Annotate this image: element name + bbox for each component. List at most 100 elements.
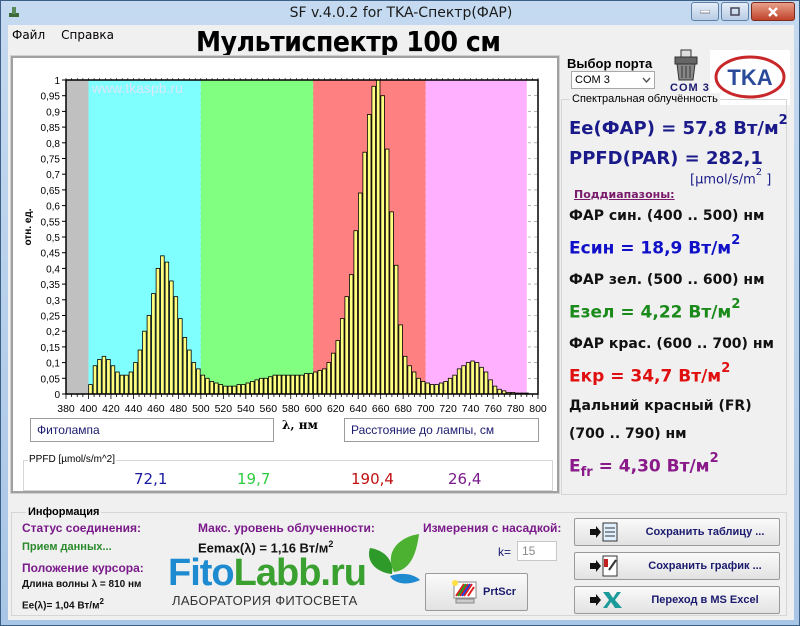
y-tick-label: 0,65 [41, 186, 61, 197]
spectrum-bar [340, 318, 345, 395]
save-chart-label: Сохранить график ... [648, 560, 762, 572]
subranges-label: Поддиапазоны: [574, 188, 675, 201]
spectrum-bar [429, 384, 435, 395]
nozzle-label: Измерения с насадкой: [423, 521, 562, 535]
spectrum-bar [456, 368, 462, 395]
spectrum-bar [371, 85, 376, 395]
spectrum-bar [308, 373, 313, 395]
spectrum-bar [146, 315, 152, 395]
y-tick-label: 0 [54, 390, 60, 401]
spectrum-bar [344, 296, 349, 395]
y-tick-label: 0,95 [41, 92, 61, 103]
spectrum-bar [173, 296, 179, 395]
prtscr-button[interactable]: PrtScr [425, 573, 528, 611]
y-tick-label: 0,6 [46, 202, 60, 213]
spectrum-bar [438, 382, 444, 395]
excel-label: Переход в MS Excel [651, 594, 759, 606]
spectrum-bar [483, 371, 489, 395]
irradiance-panel: Спектральная облучённость Ee(ФАР) = 57,8… [561, 93, 788, 495]
info-legend: Информация [26, 506, 102, 518]
x-tick-label: 800 [529, 403, 547, 415]
spectrum-bar [106, 359, 111, 395]
ppfd-label: PPFD [µmol/s/m^2] [28, 454, 117, 465]
red-value: Eкр = 34,7 Вт/м2 [569, 361, 731, 387]
spectrum-bar [241, 384, 246, 395]
spectrum-bar [281, 374, 286, 395]
maximize-button[interactable] [721, 2, 749, 21]
green-value: Eзел = 4,22 Вт/м2 [569, 297, 741, 323]
x-tick-label: 440 [125, 403, 143, 415]
spectrum-bar [124, 374, 129, 395]
x-tick-label: 660 [372, 403, 390, 415]
spectrum-bar [402, 355, 408, 395]
menu-file[interactable]: Файл [12, 28, 46, 42]
y-tick-label: 0,7 [46, 170, 60, 181]
spectrum-bar [479, 366, 484, 395]
x-tick-label: 480 [170, 403, 188, 415]
k-coefficient-input[interactable]: 15 [517, 541, 557, 561]
info-panel: Информация Статус соединения: Прием данн… [11, 506, 787, 616]
page-title: Мультиспектр 100 см [196, 25, 501, 58]
spectrum-bar [357, 192, 363, 395]
spectrum-bar [259, 377, 264, 395]
chevron-down-icon [642, 77, 651, 83]
y-tick-label: 0,75 [41, 155, 61, 166]
spectrum-bar [88, 384, 93, 395]
x-tick-label: 560 [260, 403, 278, 415]
spectrum-bar [380, 95, 385, 395]
excel-button[interactable]: Переход в MS Excel [574, 586, 780, 614]
watermark: www.tkaspb.ru [91, 80, 183, 96]
spectrum-bar [393, 264, 399, 395]
spectrum-bar [250, 381, 255, 395]
minimize-button[interactable] [691, 2, 719, 21]
max-label: Макс. уровень облученности: [198, 521, 375, 535]
y-tick-label: 0,25 [41, 312, 61, 323]
y-tick-label: 0,15 [41, 343, 61, 354]
spectrum-bar [160, 255, 165, 395]
spectrum-chart[interactable]: www.tkaspb.ru 0 0,05 0,1 0,15 0,2 0,25 0,3 0,35 0… [13, 58, 557, 491]
spectrum-bar [101, 355, 107, 395]
spectrum-bar [389, 211, 394, 395]
k-label: k= [498, 545, 512, 559]
blue-value: Eсин = 18,9 Вт/м2 [569, 233, 741, 259]
save-table-button[interactable]: Сохранить таблицу ... [574, 518, 780, 546]
client-area: Файл Справка Мультиспектр 100 см www.tka… [8, 25, 794, 620]
y-tick-label: 0,8 [46, 139, 60, 150]
y-tick-label: 0,4 [46, 264, 60, 275]
spectrum-bar [110, 365, 116, 395]
tka-logo: TKA [710, 50, 790, 105]
spectrum-bar [209, 381, 215, 395]
band-far-red [425, 80, 527, 394]
close-button[interactable] [751, 2, 795, 21]
spectrum-bar [119, 374, 125, 395]
spectrum-bar [398, 324, 403, 395]
port-select[interactable]: COM 3 [571, 71, 655, 89]
irradiance-legend: Спектральная облучённость [570, 93, 720, 105]
spectrum-bar [295, 374, 300, 395]
brand-tagline: ЛАБОРАТОРИЯ ФИТОСВЕТА [172, 593, 358, 608]
minimize-icon [700, 9, 710, 13]
x-tick-label: 760 [484, 403, 502, 415]
x-tick-label: 720 [439, 403, 457, 415]
y-tick-label: 0,45 [41, 249, 61, 260]
spectrum-bar [470, 360, 475, 395]
x-tick-label: 680 [394, 403, 412, 415]
spectrum-bar [142, 330, 147, 395]
spectrum-bar [155, 267, 161, 395]
x-tick-label: 400 [80, 403, 98, 415]
spectrum-bar [263, 377, 268, 395]
cursor-label: Положение курсора: [22, 561, 144, 575]
x-tick-label: 580 [282, 403, 300, 415]
fr-value: Efr = 4,30 Вт/м2 [569, 451, 719, 481]
spectrum-bar [384, 148, 390, 395]
save-chart-button[interactable]: Сохранить график ... [574, 552, 780, 580]
spectrum-bar [128, 371, 134, 395]
lamp-name-field[interactable]: Фитолампа [30, 418, 274, 442]
menu-help[interactable]: Справка [61, 28, 115, 42]
save-table-icon [590, 522, 618, 542]
spectrum-bar [151, 293, 156, 395]
serial-port-icon [674, 49, 698, 81]
distance-field[interactable]: Расстояние до лампы, см [344, 418, 539, 442]
app-icon [9, 7, 19, 17]
spectrum-bar [277, 374, 282, 395]
